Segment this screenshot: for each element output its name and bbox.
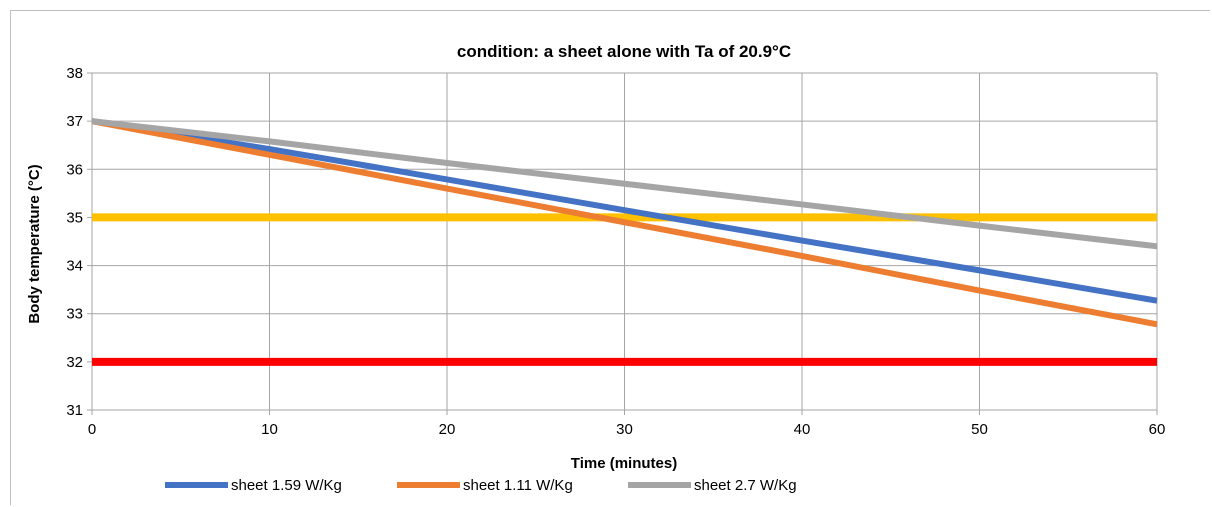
chart-title: condition: a sheet alone with Ta of 20.9… (457, 42, 791, 61)
series-lines (91, 118, 1158, 328)
legend-label-1: sheet 1.59 W/Kg (231, 477, 342, 494)
legend-label-3: sheet 2.7 W/Kg (694, 477, 797, 494)
y-tick-label: 37 (66, 113, 83, 130)
y-tick-label: 32 (66, 354, 83, 371)
x-axis-label: Time (minutes) (571, 455, 677, 472)
chart-frame (10, 10, 1210, 505)
x-tick-label: 0 (88, 421, 96, 438)
x-tick-label: 30 (616, 421, 633, 438)
x-tick-labels: 0 10 20 30 40 50 60 (88, 421, 1166, 438)
series-line-1 (91, 118, 1158, 304)
y-axis-label: Body temperature (°C) (26, 164, 43, 323)
reference-lines (92, 213, 1157, 366)
y-tick-label: 35 (66, 209, 83, 226)
y-tick-label: 36 (66, 161, 83, 178)
x-tick-label: 60 (1149, 421, 1166, 438)
series-line-2 (91, 118, 1158, 328)
y-tick-labels: 31 32 33 34 35 36 37 38 (66, 65, 83, 419)
x-tick-label: 40 (794, 421, 811, 438)
y-tick-label: 31 (66, 402, 83, 419)
y-tick-label: 38 (66, 65, 83, 82)
legend: sheet 1.59 W/Kg sheet 1.11 W/Kg sheet 2.7 … (165, 477, 797, 494)
y-tick-label: 33 (66, 306, 83, 323)
x-tick-label: 50 (971, 421, 988, 438)
y-tick-label: 34 (66, 258, 83, 275)
axes (87, 72, 1158, 415)
x-tick-label: 20 (439, 421, 456, 438)
legend-label-2: sheet 1.11 W/Kg (463, 477, 573, 494)
series-line-3 (91, 118, 1158, 250)
x-tick-label: 10 (261, 421, 278, 438)
